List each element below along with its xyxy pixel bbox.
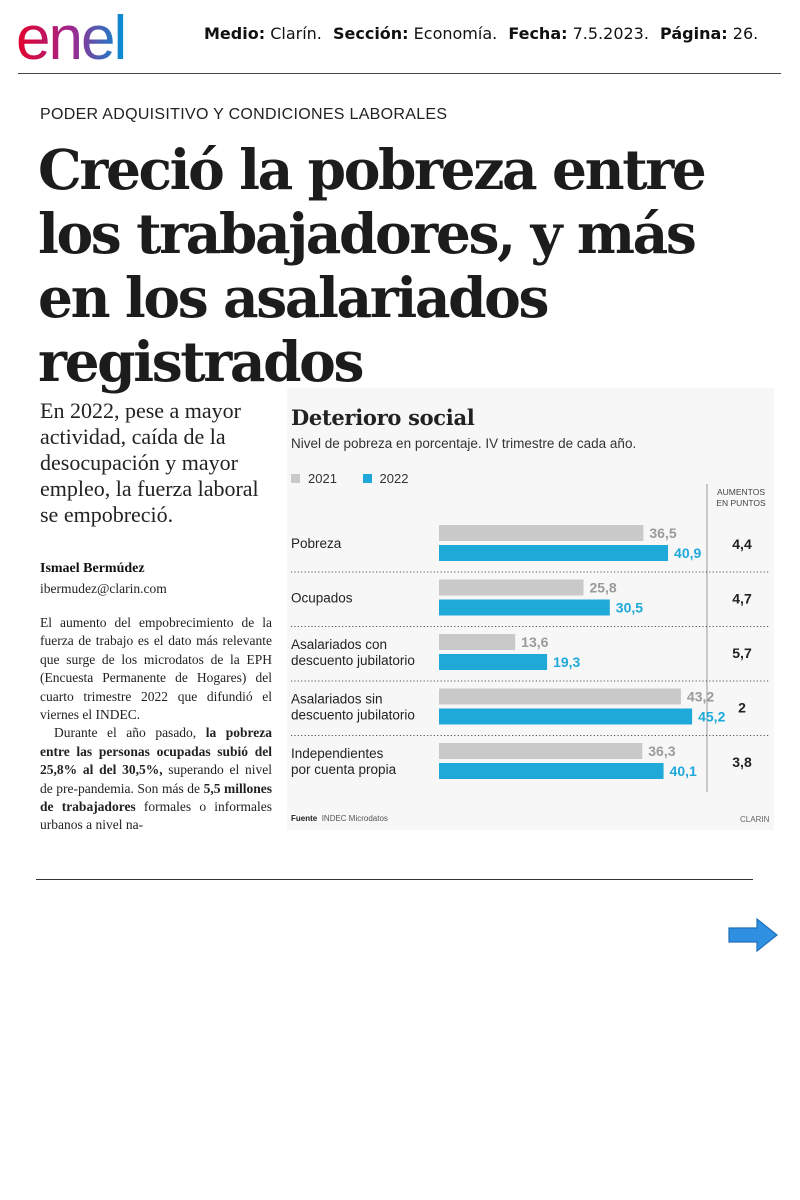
value-label-2021: 25,8 [589, 580, 616, 596]
p2-text: Durante el año pasado, [54, 725, 206, 741]
category-label: por cuenta propia [291, 762, 397, 777]
value-label-2022: 40,9 [674, 545, 701, 561]
legend-item-2021: 2021 [291, 471, 337, 486]
chart-subtitle: Nivel de pobreza en porcentaje. IV trime… [291, 436, 637, 451]
category-label: Asalariados sin [291, 692, 383, 707]
fecha-value: 7.5.2023. [572, 24, 649, 43]
seccion-label: Sección: [332, 24, 409, 43]
value-label-2022: 19,3 [553, 654, 580, 670]
header-divider [18, 73, 781, 74]
pagina-value: 26. [732, 24, 759, 43]
bar-2022 [439, 599, 610, 616]
source-value: INDEC Microdatos [321, 814, 388, 823]
article-lead: En 2022, pese a mayor actividad, caída d… [40, 398, 259, 527]
legend-item-2022: 2022 [362, 471, 409, 486]
category-label: Ocupados [291, 591, 353, 606]
increase-value: 2 [738, 700, 746, 716]
increase-header-line1: AUMENTOS [716, 487, 766, 497]
next-page-arrow-icon[interactable] [727, 917, 779, 953]
body-paragraph-2: Durante el año pasado, la pobreza entre … [40, 724, 272, 834]
p2-text: formales o informales urbanos a nivel na… [40, 799, 273, 833]
category-label: descuento jubilatorio [291, 708, 415, 723]
category-label: descuento jubilatorio [291, 653, 415, 668]
chart-credit: CLARIN [740, 815, 770, 824]
legend-label-2021: 2021 [308, 471, 337, 486]
source-label: Fuente [291, 814, 318, 823]
legend-label-2022: 2022 [379, 471, 409, 486]
category-label: Asalariados con [291, 637, 387, 652]
bar-2022 [439, 545, 669, 561]
increase-value: 5,7 [732, 645, 752, 661]
chart-source: Fuente INDEC Microdatos [291, 814, 388, 823]
article-body: El aumento del empobrecimiento de la fue… [40, 614, 272, 835]
enel-logo: enel [16, 4, 127, 70]
bar-2021 [439, 579, 584, 596]
fecha-label: Fecha: [508, 24, 568, 43]
category-label: Pobreza [291, 536, 342, 551]
increase-value: 3,8 [732, 754, 752, 770]
value-label-2021: 13,6 [521, 634, 548, 650]
bar-2022 [439, 708, 693, 725]
value-label-2022: 30,5 [616, 600, 643, 616]
p2-text: superando el nivel de pre-pandemia. Son … [40, 762, 272, 796]
increase-header-line2: EN PUNTOS [716, 498, 766, 508]
body-paragraph-1: El aumento del empobrecimiento de la fue… [40, 615, 272, 723]
bar-2022 [439, 763, 664, 779]
author-name: Ismael Bermúdez [40, 561, 145, 576]
bar-2021 [439, 634, 516, 650]
poverty-bar-chart: 36,5 40,9 Pobreza 4,4 25,830,5 Ocupados 4,7 13,… [291, 484, 769, 792]
pagina-label: Página: [660, 24, 728, 43]
increase-column-header: AUMENTOS EN PUNTOS [706, 487, 776, 509]
value-label-2021: 43,2 [687, 689, 714, 705]
value-label-2022: 40,1 [670, 763, 697, 779]
value-label-2022: 45,2 [698, 709, 725, 725]
author-email: ibermudez@clarin.com [40, 581, 167, 596]
increase-value: 4,7 [732, 591, 752, 607]
legend-swatch-2022 [362, 474, 372, 483]
value-label-2021: 36,3 [648, 743, 675, 759]
bar-2021 [439, 525, 644, 541]
chart-title: Deterioro social [291, 405, 475, 430]
value-label-2021: 36,5 [649, 525, 676, 541]
footer-divider [36, 879, 753, 880]
logo-text: enel [16, 4, 125, 70]
seccion-value: Economía. [413, 24, 498, 43]
bar-2022 [439, 654, 548, 670]
bar-2021 [439, 688, 681, 705]
legend-swatch-2021 [291, 474, 300, 483]
article-headline: Creció la pobreza entre los trabajadores… [38, 137, 707, 394]
bar-2021 [439, 743, 643, 759]
medio-value: Clarín. [270, 24, 322, 43]
article-kicker: PODER ADQUISITIVO Y CONDICIONES LABORALE… [40, 106, 448, 123]
increase-value: 4,4 [732, 536, 752, 552]
chart-legend: 2021 2022 [291, 471, 430, 486]
p2-bold: 5,5 millones de trabajadores [40, 780, 272, 815]
p2-bold: la pobreza entre las personas ocupadas s… [40, 725, 273, 778]
press-clipping-header: Medio: Clarín. Sección: Economía. Fecha:… [204, 24, 758, 43]
category-label: Independientes [291, 746, 384, 761]
medio-label: Medio: [204, 24, 266, 43]
